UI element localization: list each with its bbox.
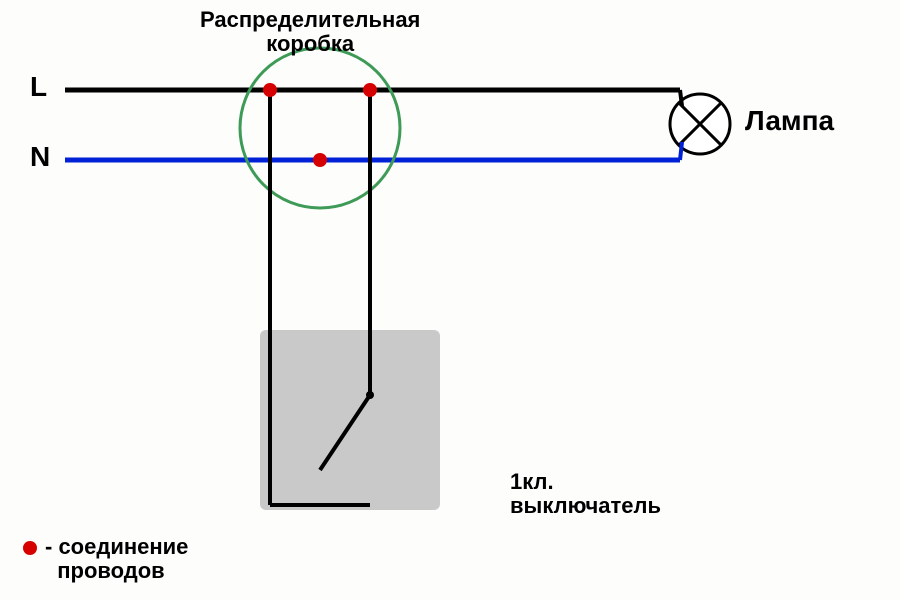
junction-box-label: Распределительная коробка [200,8,420,56]
diagram-canvas: Распределительная коробка L N Лампа 1кл.… [0,0,900,600]
legend-label: - соединение проводов [45,535,188,583]
junction-node-2 [313,153,327,167]
junction-node-0 [263,83,277,97]
switch-box [260,330,440,510]
wiring-svg [0,0,900,600]
terminal-l-label: L [30,72,47,103]
switch-hinge [366,391,374,399]
switch-label: 1кл. выключатель [510,470,661,518]
junction-node-1 [363,83,377,97]
wire-n-to-lamp [680,142,682,160]
junction-box-circle [240,48,400,208]
wire-l-to-lamp [680,90,682,106]
terminal-n-label: N [30,142,50,173]
legend-dot-icon [23,541,37,555]
lamp-label: Лампа [745,106,834,137]
